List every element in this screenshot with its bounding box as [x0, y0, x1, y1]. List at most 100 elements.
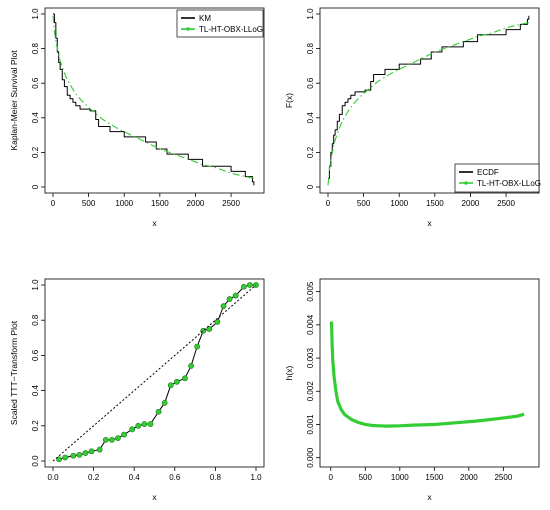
- ttt-point: [232, 292, 239, 299]
- y-tick-label: 0.4: [31, 384, 40, 396]
- cdf-panel: 0 500 1000 1500 2000 2500 0 0.2 0.4 0.6 0.8 1.0 x F(x…: [284, 7, 541, 228]
- y-tick-label: 0: [306, 184, 315, 189]
- series-line-1: [327, 22, 529, 186]
- x-tick-label: 500: [82, 199, 96, 208]
- x-tick-label: 0.8: [210, 473, 222, 482]
- series-line-0: [53, 13, 255, 186]
- ttt-point: [88, 448, 95, 455]
- y-tick-label: 1.0: [31, 8, 40, 20]
- ttt-point: [214, 319, 221, 325]
- y-tick-label: 1.0: [31, 279, 40, 291]
- x-tick-label: 0.2: [88, 473, 100, 482]
- y-tick-label: 0.4: [31, 112, 40, 124]
- legend-box: [176, 9, 264, 38]
- x-tick-label: 1.0: [250, 473, 262, 482]
- y-tick-label: 0.002: [306, 381, 315, 402]
- x-tick-label: 1000: [391, 473, 409, 482]
- x-axis-label: x: [152, 492, 157, 502]
- x-tick-label: 0.0: [47, 473, 59, 482]
- km-survival-panel: 0 500 1000 1500 2000 2500 0 0.2 0.4 0.6 0.8 1.0 x Kap…: [9, 7, 265, 228]
- legend-box: [454, 163, 540, 193]
- ttt-point: [108, 436, 115, 443]
- plot-frame: [44, 7, 265, 194]
- x-axis-label: x: [427, 218, 432, 228]
- x-tick-label: 2500: [497, 199, 515, 208]
- ttt-point: [62, 454, 69, 461]
- ttt-point: [206, 326, 213, 332]
- y-tick-label: 0.0: [31, 455, 40, 467]
- x-tick-label: 2000: [460, 473, 478, 482]
- y-tick-label: 0.4: [306, 112, 315, 124]
- y-tick-label: 0: [31, 184, 40, 189]
- x-tick-label: 1500: [425, 473, 443, 482]
- ttt-point: [121, 431, 127, 438]
- y-tick-label: 0.003: [306, 348, 315, 369]
- ttt-point: [141, 421, 148, 427]
- ttt-point: [161, 400, 168, 406]
- y-tick-label: 0.8: [31, 42, 40, 54]
- legend-label-0: KM: [199, 14, 211, 23]
- ttt-point: [135, 422, 142, 429]
- ttt-transform-panel: 0.0 0.2 0.4 0.6 0.8 1.0 0.0 0.2 0.4 0.6 0.8 1.0 x Sca…: [9, 278, 265, 502]
- x-axis-label: x: [152, 218, 157, 228]
- ttt-point: [96, 446, 103, 453]
- ttt-point: [182, 375, 188, 382]
- y-tick-label: 0.8: [306, 42, 315, 54]
- ttt-point: [115, 435, 121, 442]
- x-tick-label: 0: [326, 199, 331, 208]
- ttt-point: [82, 450, 89, 456]
- x-tick-label: 2500: [494, 473, 512, 482]
- ttt-point: [188, 363, 194, 369]
- x-tick-label: 1500: [426, 199, 444, 208]
- x-tick-label: 0.4: [129, 473, 141, 482]
- y-tick-label: 0.004: [306, 314, 315, 335]
- x-tick-label: 2000: [462, 199, 480, 208]
- y-tick-label: 0.2: [31, 420, 40, 432]
- legend-marker-1: [186, 27, 190, 31]
- y-tick-label: 0.001: [306, 414, 315, 435]
- x-tick-label: 1000: [115, 199, 133, 208]
- plot-frame: [319, 278, 540, 468]
- plot-frame: [319, 7, 540, 194]
- y-tick-label: 1.0: [306, 8, 315, 20]
- y-tick-label: 0.000: [306, 447, 315, 468]
- y-tick-label: 0.005: [306, 281, 315, 302]
- x-tick-label: 0.6: [169, 473, 181, 482]
- series-line-1: [52, 15, 254, 179]
- hazard-rate-panel: 0 500 1000 1500 2000 2500 0.000 0.001 0.002 0.003…: [284, 278, 540, 502]
- y-axis-label: Scaled TTT−Transform Plot: [9, 320, 19, 425]
- ttt-point: [194, 343, 201, 350]
- x-tick-label: 500: [359, 473, 373, 482]
- y-tick-label: 0.6: [31, 77, 40, 89]
- ttt-point: [155, 408, 162, 415]
- x-tick-label: 2500: [222, 199, 240, 208]
- ttt-point: [70, 452, 77, 459]
- series-line-1: [52, 284, 257, 462]
- y-axis-label: Kaplan-Meier Survival Plot: [9, 50, 19, 151]
- y-tick-label: 0.6: [306, 77, 315, 89]
- series-line-0: [329, 321, 525, 428]
- x-tick-label: 500: [357, 199, 371, 208]
- ttt-point: [56, 456, 62, 463]
- ttt-point: [102, 436, 109, 443]
- y-tick-label: 0.6: [31, 349, 40, 361]
- ttt-point: [76, 451, 83, 458]
- y-tick-label: 0.8: [31, 314, 40, 326]
- legend-label-0: ECDF: [477, 168, 499, 177]
- x-tick-label: 0: [51, 199, 56, 208]
- ttt-point: [147, 421, 154, 427]
- x-tick-label: 1000: [390, 199, 408, 208]
- ttt-point: [247, 282, 253, 288]
- ttt-point: [226, 296, 233, 302]
- x-tick-label: 0: [329, 473, 334, 482]
- x-tick-label: 1500: [151, 199, 169, 208]
- y-tick-label: 0.2: [306, 146, 315, 158]
- ttt-point: [129, 426, 136, 433]
- ttt-point: [220, 303, 227, 310]
- legend-label-1: TL-HT-OBX-LLoG: [477, 179, 541, 188]
- plot-frame: [44, 278, 265, 468]
- ttt-point: [167, 382, 174, 389]
- series-line-0: [328, 15, 530, 179]
- legend-label-1: TL-HT-OBX-LLoG: [199, 25, 263, 34]
